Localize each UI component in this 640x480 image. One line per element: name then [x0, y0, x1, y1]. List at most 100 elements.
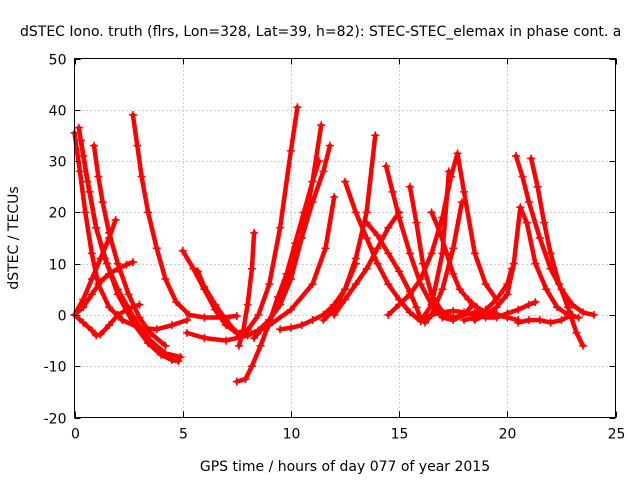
- data-point: [438, 285, 447, 294]
- data-point: [572, 328, 581, 337]
- data-point: [503, 290, 512, 299]
- data-point: [79, 295, 88, 304]
- data-point: [87, 290, 96, 299]
- data-point: [388, 187, 397, 196]
- data-point: [87, 249, 96, 258]
- data-point: [105, 303, 114, 312]
- series-arc17: [341, 167, 453, 326]
- data-point: [579, 341, 588, 350]
- data-point: [514, 318, 523, 327]
- data-point: [200, 313, 209, 322]
- y-axis-title: dSTEC / TECUs: [6, 186, 22, 289]
- series-arc8: [128, 110, 241, 322]
- data-point: [524, 316, 533, 325]
- data-point: [533, 182, 542, 191]
- data-point: [373, 231, 382, 240]
- data-point: [416, 275, 425, 284]
- data-point: [111, 216, 120, 225]
- data-point: [98, 198, 107, 207]
- data-point: [74, 123, 83, 132]
- data-point: [589, 310, 598, 319]
- data-point: [362, 208, 371, 217]
- data-point: [133, 141, 142, 150]
- data-point: [412, 303, 421, 312]
- y-tick-label: -10: [44, 360, 67, 376]
- data-point: [297, 321, 306, 330]
- data-point: [341, 285, 349, 294]
- data-point: [449, 269, 458, 278]
- data-point: [438, 213, 447, 222]
- data-point: [144, 339, 153, 348]
- data-point: [405, 249, 414, 258]
- data-point: [239, 326, 248, 335]
- data-point: [542, 285, 551, 294]
- data-point: [319, 167, 328, 176]
- data-point: [83, 177, 92, 186]
- data-point: [265, 280, 274, 289]
- data-point: [351, 208, 360, 217]
- data-point: [299, 208, 308, 217]
- data-point: [241, 375, 250, 384]
- data-point: [395, 300, 404, 309]
- data-point: [172, 298, 181, 307]
- data-point: [371, 131, 380, 140]
- data-point: [492, 295, 501, 304]
- data-point: [234, 341, 243, 350]
- data-point: [319, 316, 328, 325]
- x-tick-label: 10: [283, 427, 301, 443]
- data-point: [330, 310, 339, 319]
- data-point: [373, 259, 382, 268]
- series-line: [321, 133, 378, 323]
- data-point: [384, 310, 393, 319]
- data-point: [243, 331, 252, 340]
- x-tick-label: 20: [499, 427, 517, 443]
- series-arc28: [514, 310, 577, 327]
- data-point: [185, 310, 194, 319]
- data-point: [427, 208, 436, 217]
- data-point: [514, 305, 523, 314]
- data-point: [92, 331, 101, 340]
- data-point: [382, 162, 391, 171]
- data-point: [527, 154, 536, 163]
- data-point: [176, 352, 185, 361]
- data-point: [256, 341, 265, 350]
- data-point: [453, 149, 462, 158]
- series-arc5: [70, 258, 137, 319]
- data-point: [362, 218, 371, 227]
- data-point: [546, 318, 555, 327]
- data-point: [438, 308, 447, 317]
- data-point: [341, 177, 349, 186]
- y-tick-label: -20: [44, 412, 67, 428]
- data-point: [276, 325, 285, 334]
- data-point: [449, 313, 458, 322]
- data-point: [557, 316, 566, 325]
- data-point: [492, 313, 501, 322]
- data-point: [157, 350, 166, 359]
- data-point: [405, 290, 414, 299]
- data-point: [531, 298, 540, 307]
- data-point: [568, 310, 577, 319]
- series-arc26: [527, 154, 588, 350]
- data-point: [553, 303, 562, 312]
- data-point: [276, 295, 285, 304]
- data-point: [546, 249, 555, 258]
- series-layer: [70, 103, 598, 386]
- data-point: [221, 316, 230, 325]
- data-point: [297, 234, 306, 242]
- data-point: [152, 244, 161, 253]
- data-point: [522, 218, 531, 227]
- data-point: [79, 318, 88, 327]
- data-point: [286, 264, 295, 273]
- data-point: [464, 295, 473, 304]
- data-point: [330, 192, 339, 201]
- series-line: [515, 312, 575, 325]
- data-point: [276, 223, 285, 232]
- y-tick-label: 30: [49, 155, 67, 171]
- data-point: [250, 334, 259, 343]
- data-point: [503, 309, 512, 318]
- data-point: [96, 254, 105, 263]
- data-point: [286, 305, 295, 314]
- series-line: [234, 158, 322, 384]
- data-point: [470, 313, 479, 322]
